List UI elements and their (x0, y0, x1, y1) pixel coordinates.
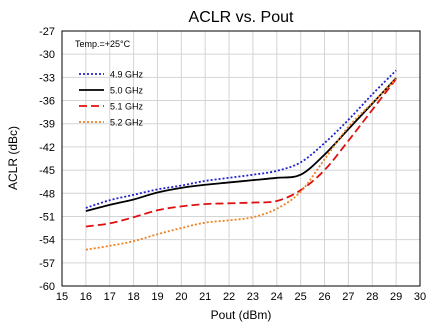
series-line-5-0-ghz (85, 77, 397, 212)
x-tick-label: 24 (271, 291, 283, 303)
x-tick-label: 17 (104, 291, 116, 303)
legend-title: Temp.=+25°C (75, 39, 131, 49)
x-tick-label: 27 (342, 291, 354, 303)
x-tick-label: 20 (175, 291, 187, 303)
x-tick-label: 18 (127, 291, 139, 303)
legend: Temp.=+25°C 4.9 GHz 5.0 GHz 5.1 GHz 5.2 GHz (75, 39, 144, 128)
grid (61, 30, 421, 287)
x-tick-label: 16 (80, 291, 92, 303)
y-tick-label: -54 (39, 235, 55, 247)
series-line-5-1-ghz (85, 78, 397, 228)
legend-entry-label: 5.1 GHz (110, 102, 144, 112)
legend-entry-label: 5.0 GHz (110, 86, 144, 96)
x-tick-label: 30 (414, 291, 426, 303)
y-tick-label: -57 (39, 258, 55, 270)
x-tick-label: 25 (295, 291, 307, 303)
axis-ticks: 15 16 17 18 19 20 21 22 23 24 25 26 27 28 29 30 -60 -57 -5… (39, 26, 426, 303)
y-tick-label: -48 (39, 188, 55, 200)
y-tick-label: -33 (39, 72, 55, 84)
y-axis-label: ACLR (dBc) (6, 126, 20, 190)
plot-area-frame (61, 30, 421, 287)
x-tick-label: 21 (199, 291, 211, 303)
chart-title: ACLR vs. Pout (189, 9, 294, 26)
x-tick-label: 26 (318, 291, 330, 303)
y-tick-label: -42 (39, 142, 55, 154)
legend-entry-label: 4.9 GHz (110, 70, 144, 80)
x-axis-label: Pout (dBm) (211, 308, 272, 322)
x-tick-label: 15 (56, 291, 68, 303)
series-line-4-9-ghz (85, 69, 397, 209)
y-tick-label: -36 (39, 96, 55, 108)
series-lines (85, 69, 397, 251)
x-tick-label: 29 (390, 291, 402, 303)
x-tick-label: 19 (151, 291, 163, 303)
y-tick-label: -39 (39, 119, 55, 131)
y-tick-label: -51 (39, 211, 55, 223)
y-tick-label: -27 (39, 26, 55, 38)
x-tick-label: 22 (223, 291, 235, 303)
x-tick-label: 28 (366, 291, 378, 303)
y-tick-label: -60 (39, 281, 55, 293)
legend-entry-label: 5.2 GHz (110, 118, 144, 128)
y-tick-label: -30 (39, 49, 55, 61)
x-tick-label: 23 (247, 291, 259, 303)
y-tick-label: -45 (39, 165, 55, 177)
